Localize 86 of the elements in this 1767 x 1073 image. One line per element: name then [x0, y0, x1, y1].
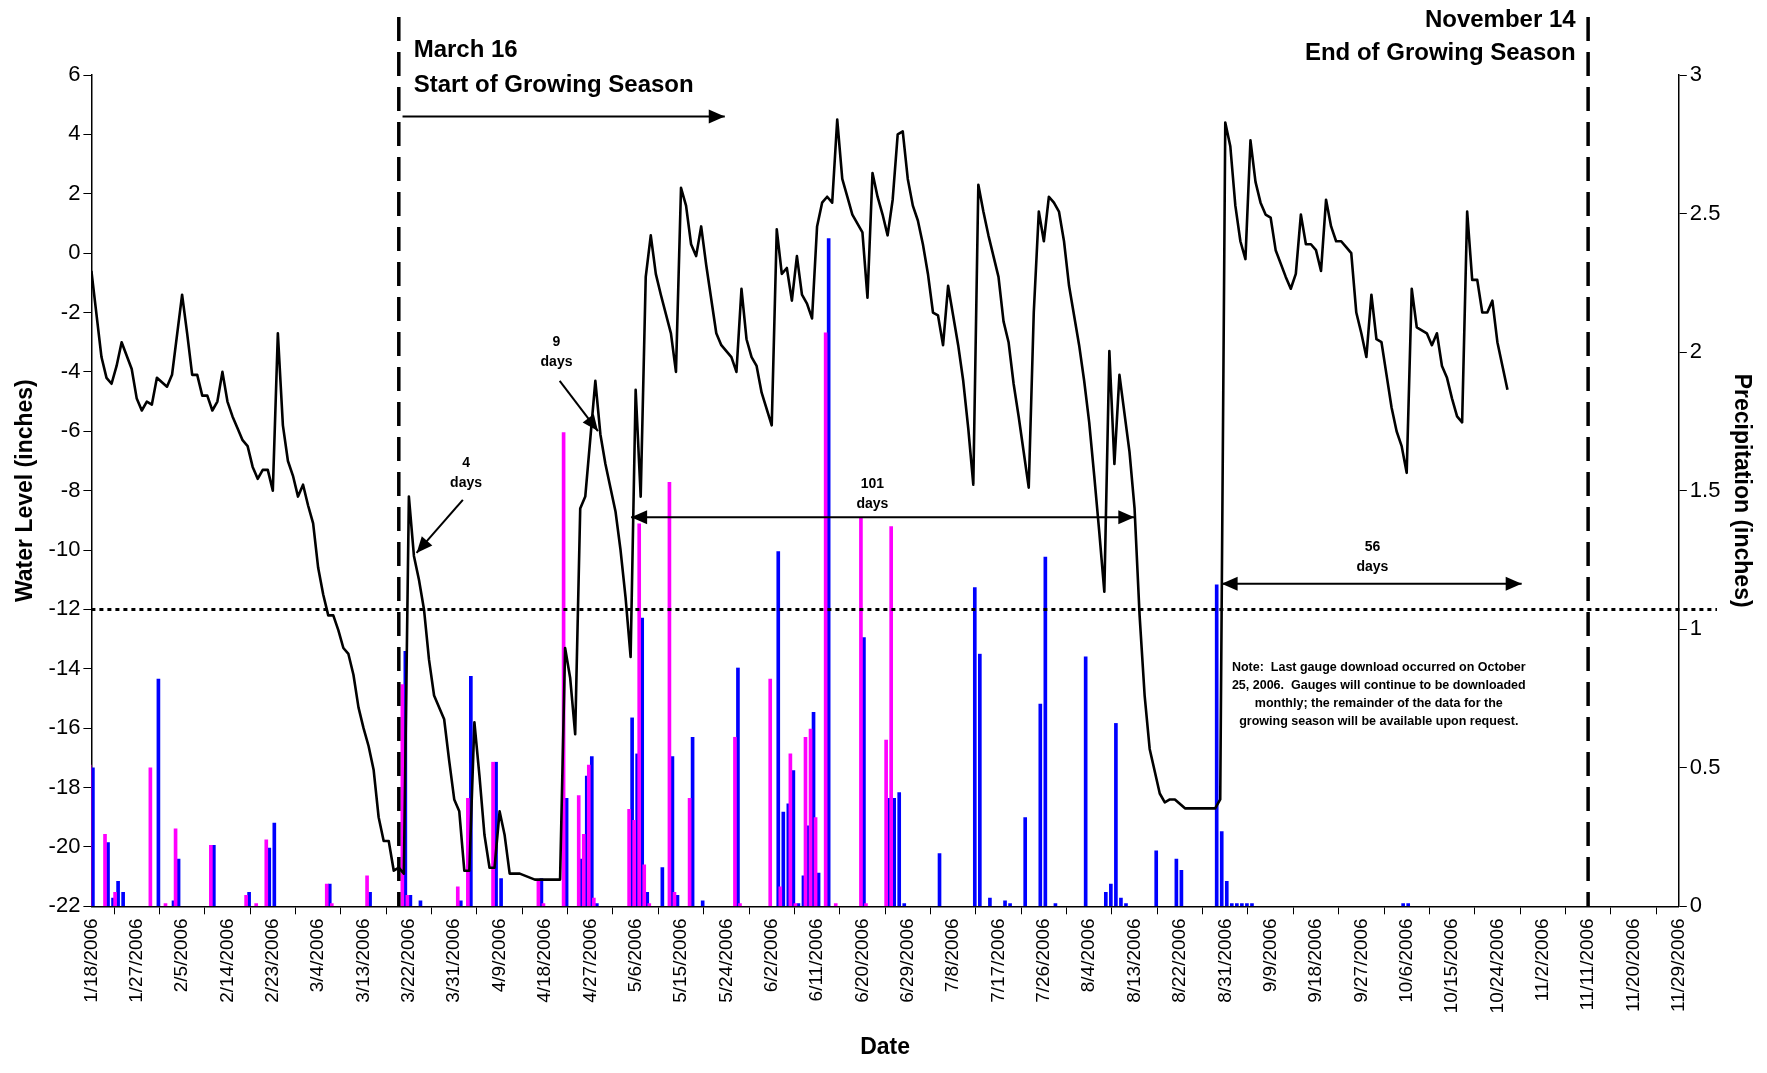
- y-tick-label: -12: [48, 595, 81, 621]
- bar: [1154, 850, 1159, 907]
- x-tick-label: 11/29/2006: [1667, 918, 1689, 1012]
- annotation: Note: Last gauge download occurred on October 25, 2006. Gauges will continue to be downloaded monthly; the remainder of the data for the growing season will be available upon request.: [1231, 659, 1526, 728]
- x-tick-label: 3/13/2006: [351, 918, 373, 1003]
- annotation: 4 days: [450, 453, 483, 491]
- y2-tick-label: 3: [1689, 61, 1703, 87]
- y2-tick-label: 1.5: [1689, 476, 1721, 502]
- bar: [1023, 817, 1028, 907]
- y2-tick-label: 2.5: [1689, 199, 1721, 225]
- y-tick-label: 4: [68, 120, 81, 146]
- x-tick-label: 6/2/2006: [759, 918, 781, 993]
- bar: [103, 833, 107, 907]
- y-tick-label: -14: [48, 654, 81, 680]
- x-tick-label: 11/20/2006: [1621, 918, 1643, 1012]
- bar: [897, 792, 902, 907]
- x-tick-label: 10/6/2006: [1394, 918, 1416, 1003]
- x-tick-label: 8/4/2006: [1077, 918, 1099, 993]
- bar: [833, 903, 838, 907]
- y-tick-label: -10: [48, 536, 81, 562]
- bar: [776, 551, 781, 907]
- x-tick-label: 3/22/2006: [397, 918, 419, 1003]
- x-tick-label: 6/11/2006: [805, 918, 827, 1002]
- y-tick-label: -16: [48, 714, 81, 740]
- annotation: 56 days: [1356, 537, 1389, 575]
- x-tick-label: 4/9/2006: [487, 918, 509, 993]
- y2-tick-label: 1: [1689, 615, 1703, 641]
- x-tick-label: 1/18/2006: [79, 918, 101, 1003]
- annotation: 9 days: [540, 332, 573, 369]
- x-tick-label: 5/15/2006: [669, 918, 691, 1003]
- y2-tick-label: 0: [1689, 892, 1703, 918]
- y-axis-title: Water Level (inches): [11, 379, 38, 603]
- x-tick-label: 4/27/2006: [578, 918, 600, 1003]
- x-tick-label: 7/26/2006: [1032, 918, 1054, 1003]
- y-tick-label: 0: [68, 239, 81, 265]
- x-tick-label: 10/15/2006: [1440, 918, 1462, 1014]
- x-tick-label: 11/2/2006: [1530, 918, 1552, 1002]
- y2-axis-title: Precipitation (inches): [1729, 373, 1756, 608]
- bar: [778, 886, 783, 907]
- x-tick-label: 4/18/2006: [533, 918, 555, 1003]
- bar: [1038, 703, 1043, 907]
- bar: [988, 897, 992, 907]
- y-tick-label: 6: [68, 61, 81, 87]
- annotation: 101 days: [856, 474, 889, 511]
- x-tick-label: 3/31/2006: [442, 918, 464, 1003]
- bar: [264, 839, 269, 907]
- x-tick-label: 2/5/2006: [170, 918, 192, 993]
- x-tick-label: 3/4/2006: [306, 918, 328, 993]
- x-tick-label: 7/8/2006: [941, 918, 963, 993]
- bar: [455, 886, 460, 907]
- x-tick-label: 6/20/2006: [850, 918, 872, 1003]
- x-tick-label: 5/24/2006: [714, 918, 736, 1003]
- x-tick-label: 6/29/2006: [896, 918, 918, 1003]
- text: End of Growing Season: [1304, 38, 1576, 66]
- x-tick-label: 8/31/2006: [1213, 918, 1235, 1003]
- y-tick-label: 2: [68, 179, 81, 205]
- bar: [113, 892, 117, 907]
- x-tick-label: 11/11/2006: [1576, 918, 1598, 1011]
- x-tick-label: 9/27/2006: [1349, 918, 1371, 1003]
- y-tick-label: -4: [60, 357, 81, 383]
- bar: [272, 822, 277, 907]
- x-tick-label: 8/22/2006: [1168, 918, 1190, 1003]
- x-tick-label: 5/6/2006: [623, 918, 645, 993]
- bar: [365, 875, 369, 907]
- y-tick-label: -8: [60, 476, 81, 502]
- bar: [768, 678, 773, 907]
- x-tick-label: 7/17/2006: [986, 918, 1008, 1003]
- x-tick-label: 2/14/2006: [215, 918, 237, 1003]
- text: November 14: [1424, 4, 1577, 32]
- y-tick-label: -18: [48, 773, 81, 799]
- x-axis-title: Date: [860, 1032, 911, 1059]
- x-tick-label: 1/27/2006: [124, 918, 146, 1003]
- y-tick-label: -22: [48, 892, 81, 918]
- y-tick-label: -6: [60, 417, 81, 443]
- x-tick-label: 8/13/2006: [1122, 918, 1144, 1003]
- y2-tick-label: 0.5: [1689, 753, 1721, 779]
- x-tick-label: 9/18/2006: [1304, 918, 1326, 1003]
- y-tick-label: -2: [60, 298, 81, 324]
- annotation: Start of Growing Season: [413, 69, 694, 97]
- y2-tick-label: 2: [1689, 338, 1703, 364]
- y-tick-label: -20: [48, 832, 81, 858]
- x-tick-label: 10/24/2006: [1485, 918, 1507, 1014]
- text: March 16: [413, 34, 518, 62]
- bar: [254, 903, 259, 907]
- x-tick-label: 9/9/2006: [1258, 918, 1280, 993]
- x-tick-label: 2/23/2006: [261, 918, 283, 1003]
